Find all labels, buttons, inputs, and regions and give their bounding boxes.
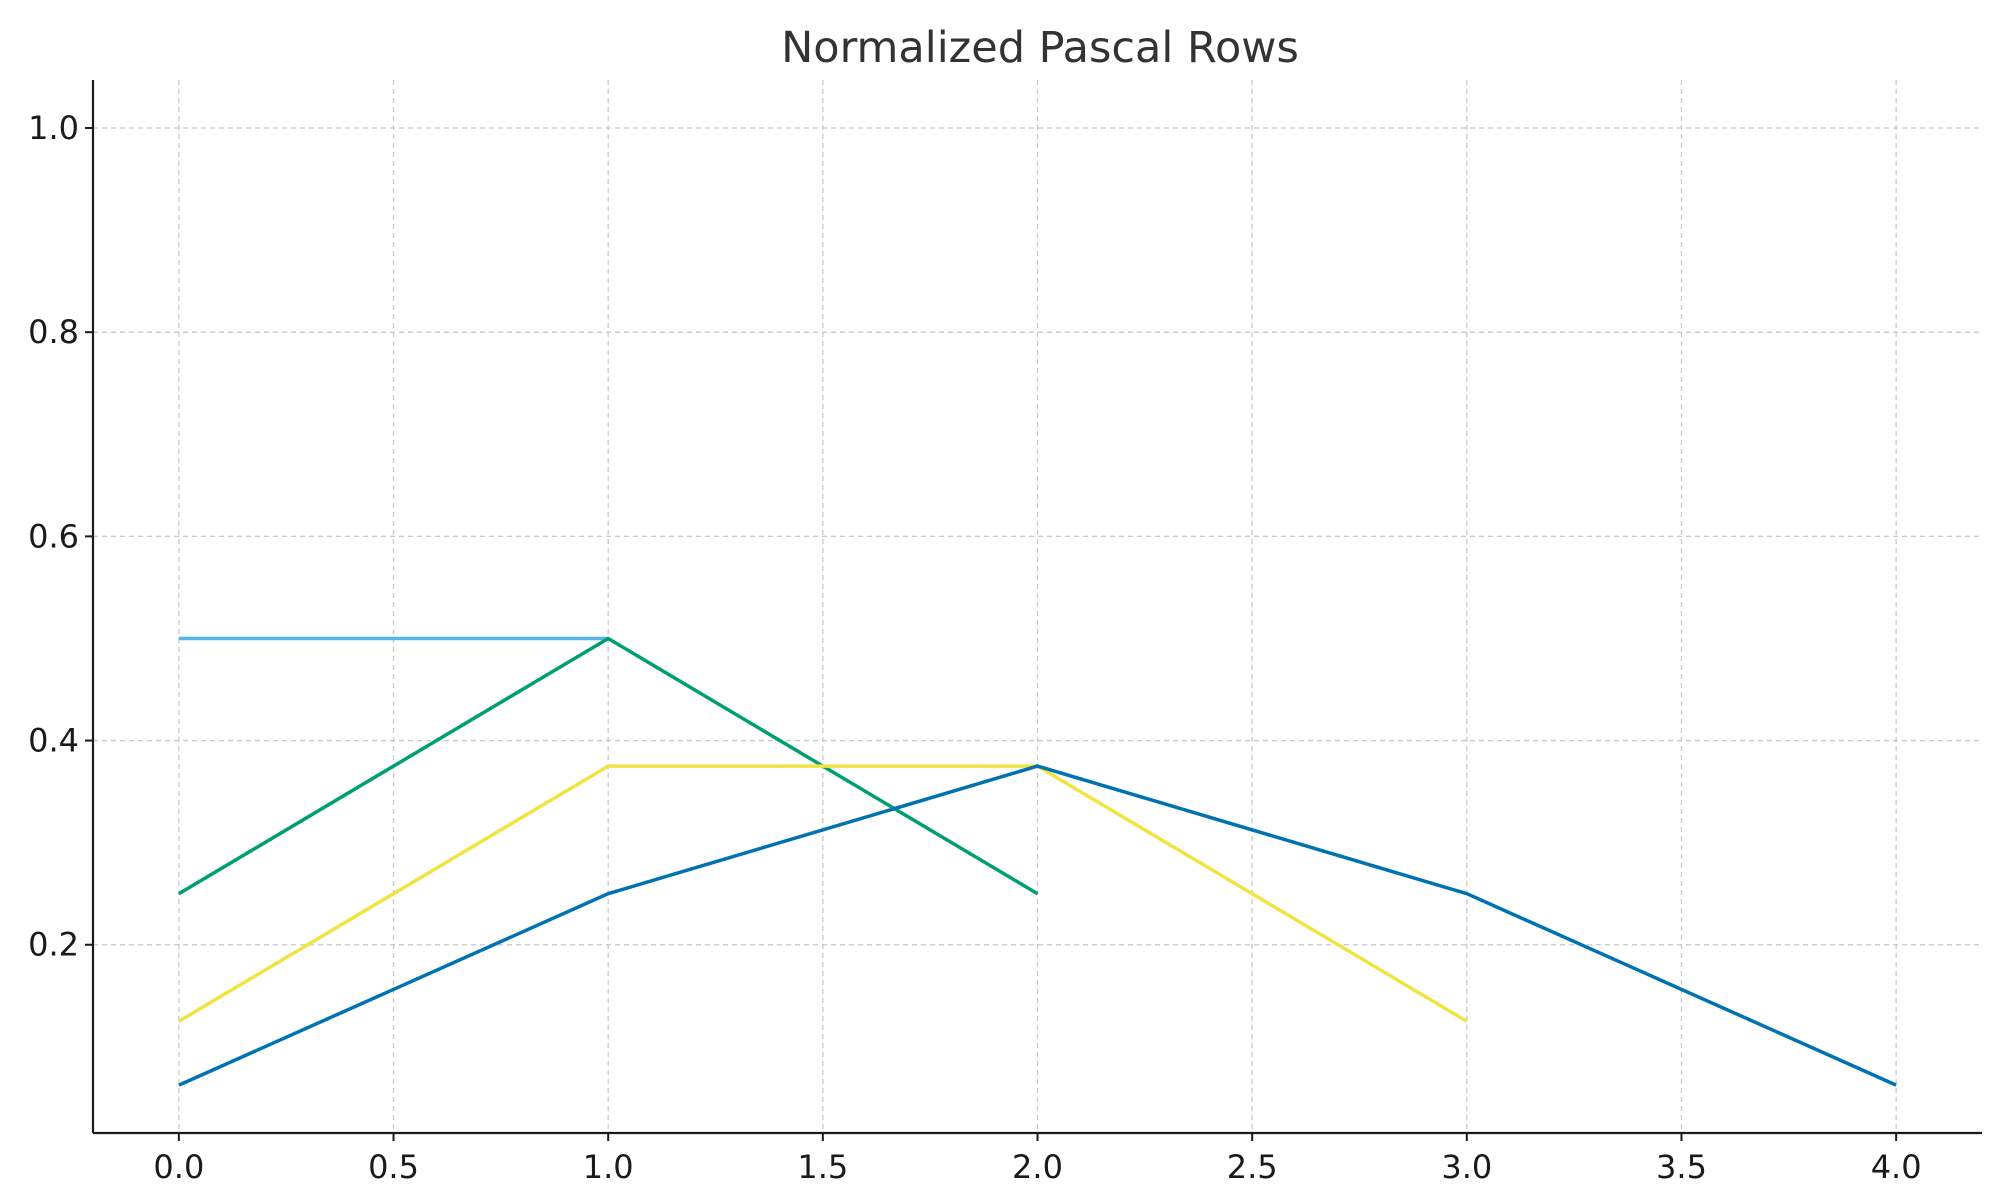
y-tick-label: 0.4 [28, 722, 79, 760]
x-axis-ticks: 0.0 0.5 1.0 1.5 2.0 2.5 3.0 3.5 4.0 [153, 1133, 1922, 1186]
series-line-3 [178, 764, 1468, 1023]
x-tick-label: 0.5 [368, 1148, 419, 1186]
x-tick-label: 0.0 [153, 1148, 204, 1186]
x-tick-label: 4.0 [1871, 1148, 1922, 1186]
x-tick-label: 3.5 [1656, 1148, 1707, 1186]
y-tick-label: 0.2 [28, 926, 79, 964]
y-tick-label: 1.0 [28, 109, 79, 147]
series-group [178, 636, 1897, 1087]
y-axis-ticks: 0.2 0.4 0.6 0.8 1.0 [28, 109, 93, 964]
y-tick-label: 0.6 [28, 517, 79, 555]
x-tick-label: 1.0 [583, 1148, 634, 1186]
series-line-4 [178, 764, 1897, 1087]
y-tick-label: 0.8 [28, 313, 79, 351]
x-tick-label: 2.0 [1012, 1148, 1063, 1186]
x-tick-label: 2.5 [1227, 1148, 1278, 1186]
x-tick-label: 3.0 [1441, 1148, 1492, 1186]
x-tick-label: 1.5 [797, 1148, 848, 1186]
chart-title: Normalized Pascal Rows [781, 23, 1299, 73]
grid [93, 80, 1982, 1133]
